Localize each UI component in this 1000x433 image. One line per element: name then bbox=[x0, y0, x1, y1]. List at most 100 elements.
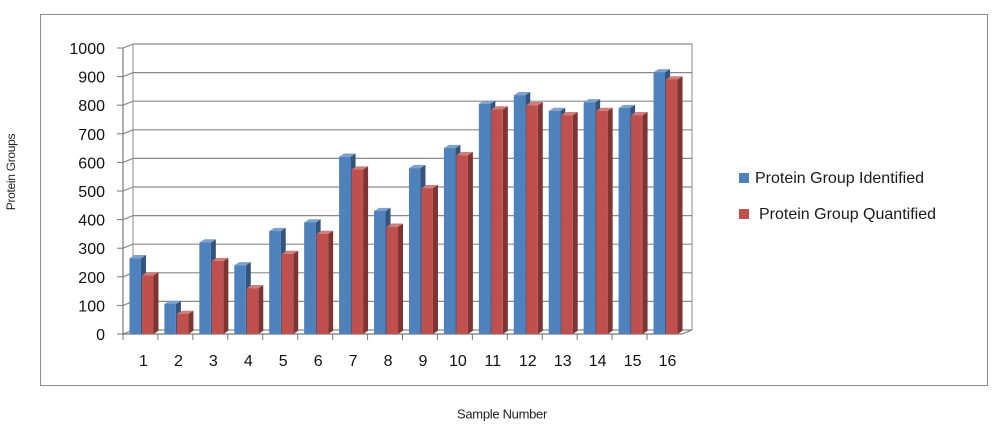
x-tick-label: 6 bbox=[314, 353, 323, 370]
y-tick-label: 800 bbox=[78, 98, 105, 115]
bar-top-quantified bbox=[141, 272, 159, 276]
bar-quantified bbox=[281, 253, 294, 334]
bar-quantified bbox=[246, 288, 259, 334]
bar-side-quantified bbox=[258, 285, 264, 334]
bar-identified bbox=[583, 102, 596, 334]
bar-top-quantified bbox=[386, 223, 404, 227]
gridline-side bbox=[122, 186, 134, 192]
gridline-side bbox=[122, 215, 134, 221]
bar-top-identified bbox=[653, 69, 671, 73]
legend-swatch bbox=[739, 209, 749, 219]
bar-top-identified bbox=[164, 300, 181, 304]
floor-right-edge bbox=[681, 329, 693, 335]
bar-quantified bbox=[351, 169, 364, 334]
bar-top-identified bbox=[478, 100, 496, 104]
bar-top-identified bbox=[234, 262, 251, 266]
bar-side-quantified bbox=[537, 102, 543, 334]
y-tick-label: 300 bbox=[78, 241, 105, 258]
x-tick-label: 8 bbox=[384, 353, 393, 370]
bar-quantified bbox=[631, 115, 643, 335]
bar-top-quantified bbox=[596, 107, 613, 111]
bar-side-quantified bbox=[188, 310, 194, 334]
gridline-side bbox=[122, 129, 134, 135]
x-tick-label: 16 bbox=[659, 353, 677, 370]
gridline-side bbox=[122, 43, 134, 49]
bar-identified bbox=[304, 222, 316, 334]
legend-swatch bbox=[739, 173, 749, 183]
y-tick-label: 900 bbox=[78, 70, 105, 87]
x-tick-label: 10 bbox=[449, 353, 467, 370]
bar-top-identified bbox=[583, 99, 601, 103]
bar-identified bbox=[548, 110, 561, 334]
x-tick-label: 7 bbox=[349, 353, 358, 370]
gridline-side bbox=[122, 100, 134, 106]
bar-identified bbox=[513, 95, 526, 334]
bar-side-quantified bbox=[293, 250, 299, 334]
bar-identified bbox=[478, 103, 491, 335]
bar-top-quantified bbox=[456, 152, 473, 156]
bar-top-identified bbox=[269, 227, 286, 232]
bar-quantified bbox=[421, 188, 433, 334]
bar-quantified bbox=[526, 105, 538, 334]
bar-top-quantified bbox=[281, 250, 299, 254]
x-tick-label: 9 bbox=[419, 353, 428, 370]
bar-quantified bbox=[666, 79, 678, 335]
bar-side-quantified bbox=[467, 152, 473, 334]
legend-label: Protein Group Identified bbox=[755, 170, 924, 187]
bar-identified bbox=[339, 156, 351, 334]
y-tick-label: 400 bbox=[78, 213, 105, 230]
bar-quantified bbox=[491, 109, 503, 335]
bar-identified bbox=[374, 211, 386, 334]
bar-side-quantified bbox=[502, 106, 508, 334]
gridline-side bbox=[122, 243, 134, 249]
x-tick-label: 12 bbox=[519, 353, 537, 370]
bar-top-identified bbox=[374, 207, 391, 212]
bar-top-quantified bbox=[211, 257, 229, 262]
bar-side-quantified bbox=[572, 112, 578, 334]
bar-side-quantified bbox=[642, 112, 648, 334]
x-axis-label: Sample Number bbox=[456, 406, 548, 422]
bar-top-identified bbox=[618, 104, 636, 109]
x-tick-label: 11 bbox=[485, 353, 502, 370]
bar-top-quantified bbox=[491, 106, 508, 110]
bar-quantified bbox=[141, 275, 154, 334]
bar-top-quantified bbox=[246, 285, 264, 289]
bar-top-identified bbox=[443, 144, 461, 149]
bar-quantified bbox=[386, 226, 399, 334]
y-tick-label: 0 bbox=[96, 327, 105, 344]
x-tick-label: 15 bbox=[624, 353, 642, 370]
bar-top-quantified bbox=[316, 230, 334, 234]
bar-identified bbox=[234, 265, 246, 334]
y-tick-label: 700 bbox=[78, 127, 105, 144]
bar-top-identified bbox=[129, 255, 146, 259]
y-tick-label: 200 bbox=[78, 270, 105, 287]
bar-identified bbox=[129, 258, 141, 334]
x-tick-label: 2 bbox=[174, 353, 183, 370]
bar-quantified bbox=[316, 233, 329, 334]
x-tick-label: 14 bbox=[589, 353, 607, 370]
bar-top-identified bbox=[199, 239, 216, 243]
bar-side-quantified bbox=[432, 184, 438, 334]
gridline-side bbox=[122, 157, 134, 163]
bar-top-quantified bbox=[631, 112, 648, 116]
bar-top-identified bbox=[548, 107, 566, 111]
x-tick-label: 3 bbox=[209, 353, 218, 370]
bar-identified bbox=[618, 108, 631, 334]
gridline-side bbox=[122, 72, 134, 78]
bar-top-quantified bbox=[421, 184, 438, 189]
bar-top-identified bbox=[304, 219, 321, 223]
bar-identified bbox=[408, 168, 421, 334]
bar-top-identified bbox=[408, 164, 426, 169]
x-tick-label: 5 bbox=[279, 353, 288, 370]
bar-top-quantified bbox=[526, 102, 543, 106]
bar-identified bbox=[269, 231, 281, 334]
bar-side-quantified bbox=[677, 76, 683, 334]
bar-identified bbox=[164, 303, 176, 334]
bar-top-quantified bbox=[561, 112, 578, 116]
bar-identified bbox=[443, 148, 456, 334]
y-tick-label: 500 bbox=[78, 184, 105, 201]
bar-quantified bbox=[176, 313, 189, 334]
x-tick-label: 1 bbox=[139, 353, 148, 370]
bar-quantified bbox=[561, 115, 573, 335]
